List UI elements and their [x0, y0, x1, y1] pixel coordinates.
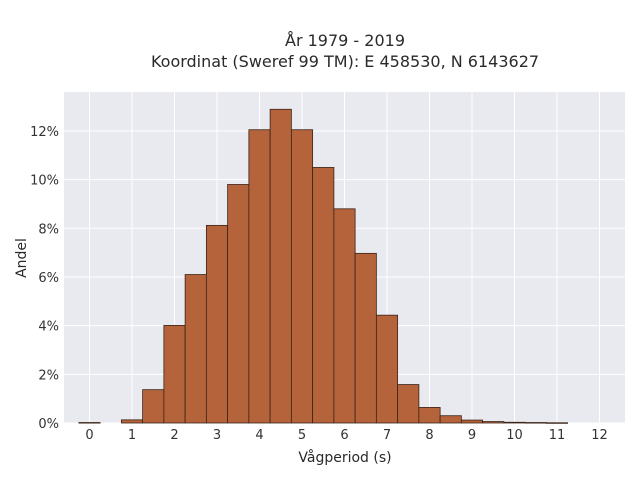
histogram-bar: [333, 208, 356, 424]
histogram-bar: [545, 422, 569, 424]
y-tick-label: 4%: [38, 320, 59, 335]
histogram-bar: [460, 419, 484, 424]
x-tick-label: 11: [549, 428, 566, 443]
y-tick-label: 12%: [30, 125, 59, 140]
x-tick-label: 2: [170, 428, 178, 443]
x-tick-label: 5: [298, 428, 306, 443]
histogram-bar: [269, 108, 292, 424]
chart-title-line2: Koordinat (Sweref 99 TM): E 458530, N 61…: [151, 52, 539, 71]
x-tick-label: 1: [128, 428, 136, 443]
y-tick-label: 10%: [30, 174, 59, 189]
x-tick-label: 12: [591, 428, 608, 443]
y-axis-ticks: 0% 2% 4% 6% 8% 10% 12%: [30, 125, 59, 432]
histogram-bar: [163, 325, 186, 424]
y-tick-label: 6%: [38, 271, 59, 286]
histogram-bar: [397, 384, 420, 424]
x-tick-label: 4: [255, 428, 263, 443]
histogram-bar: [184, 274, 207, 424]
y-tick-label: 2%: [38, 368, 59, 383]
x-tick-label: 8: [425, 428, 433, 443]
histogram-bar: [375, 314, 399, 424]
x-axis-ticks: 0 1 2 3 4 5 6 7 8 9 10 11 12: [85, 428, 607, 443]
bars: [78, 108, 569, 424]
histogram-bar: [248, 129, 271, 424]
histogram-bar: [142, 389, 165, 424]
y-tick-label: 0%: [38, 417, 59, 432]
histogram-bar: [227, 184, 250, 424]
y-axis-label: Andel: [14, 238, 30, 278]
x-tick-label: 6: [340, 428, 348, 443]
x-axis-label: Vågperiod (s): [298, 449, 391, 466]
histogram-bar: [418, 407, 441, 424]
x-tick-label: 10: [506, 428, 523, 443]
histogram-bar: [120, 419, 144, 424]
histogram-bar: [439, 415, 462, 424]
histogram-bar: [205, 224, 229, 424]
histogram-bar: [290, 129, 314, 424]
x-tick-label: 9: [468, 428, 476, 443]
histogram-bar: [482, 421, 505, 424]
histogram-bar: [503, 421, 526, 424]
chart-title-line1: År 1979 - 2019: [285, 31, 405, 50]
histogram-bar: [312, 167, 335, 424]
histogram-bar: [78, 422, 101, 424]
x-tick-label: 3: [213, 428, 221, 443]
histogram-bar: [524, 422, 547, 424]
histogram-bar: [354, 252, 377, 424]
y-tick-label: 8%: [38, 222, 59, 237]
x-tick-label: 7: [383, 428, 391, 443]
x-tick-label: 0: [85, 428, 93, 443]
